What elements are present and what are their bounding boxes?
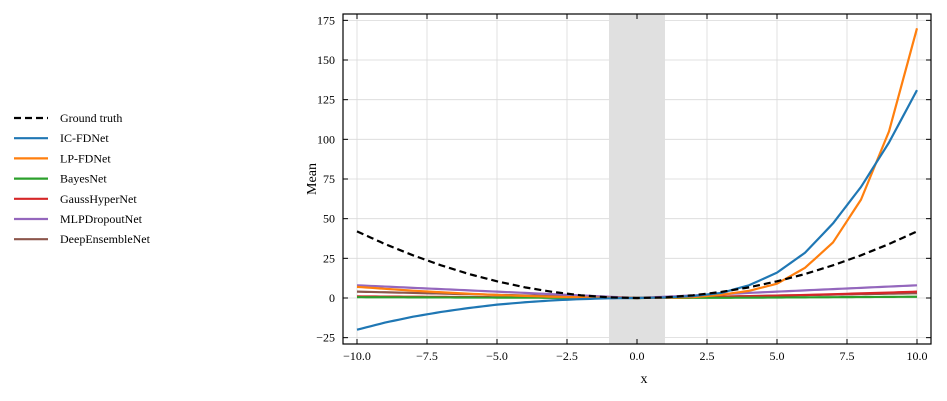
x-tick-label: 5.0 [770, 349, 785, 363]
legend-label: DeepEnsembleNet [60, 232, 151, 246]
x-tick-label: −7.5 [416, 349, 438, 363]
legend-label: LP-FDNet [60, 151, 111, 165]
legend-label: IC-FDNet [60, 131, 109, 145]
y-tick-label: 175 [317, 13, 335, 27]
y-axis-label: Mean [305, 163, 320, 195]
x-tick-label: −2.5 [556, 349, 578, 363]
axis-ticks: −10.0 −7.5 −5.0 −2.5 0.0 2.5 5.0 7.5 10.0 −25 0 25 5… [316, 13, 931, 363]
x-tick-label: 0.0 [630, 349, 645, 363]
training-region-shade [609, 14, 665, 344]
shaded-region [609, 14, 665, 344]
x-tick-label: 7.5 [840, 349, 855, 363]
x-tick-label: −5.0 [486, 349, 508, 363]
legend: Ground truth IC-FDNet LP-FDNet BayesNet Gaus… [14, 111, 151, 246]
y-tick-label: −25 [316, 331, 335, 345]
legend-label: BayesNet [60, 172, 107, 186]
y-tick-label: 150 [317, 53, 335, 67]
x-axis-label: x [641, 372, 648, 387]
y-tick-label: 75 [323, 172, 335, 186]
series-line-ground-truth [356, 230, 918, 300]
y-tick-label: 25 [323, 251, 335, 265]
y-tick-label: 125 [317, 93, 335, 107]
x-tick-label: 2.5 [700, 349, 715, 363]
x-tick-label: −10.0 [343, 349, 371, 363]
y-tick-label: 50 [323, 212, 335, 226]
legend-label: GaussHyperNet [60, 192, 137, 206]
x-tick-label: 10.0 [907, 349, 928, 363]
series-lines [356, 27, 919, 331]
y-tick-label: 100 [317, 132, 335, 146]
legend-label: MLPDropoutNet [60, 212, 143, 226]
y-tick-label: 0 [329, 291, 335, 305]
legend-label: Ground truth [60, 111, 122, 125]
